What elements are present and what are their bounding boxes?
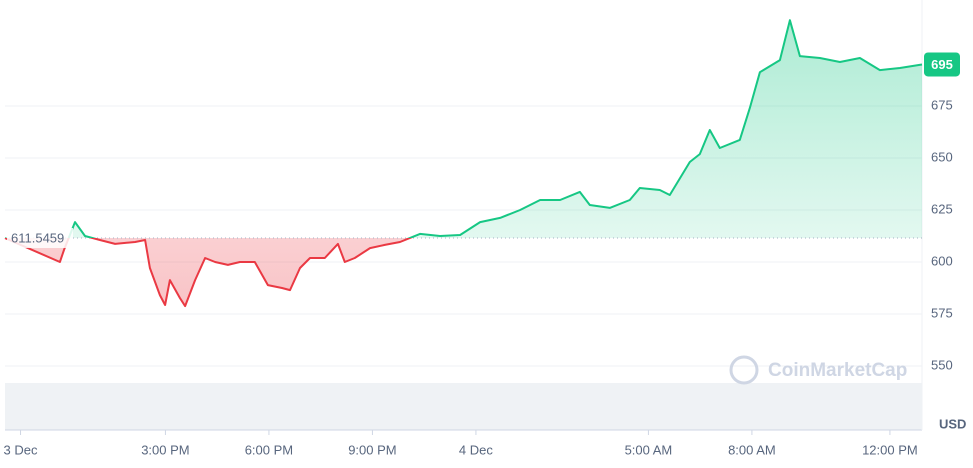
- x-tick-label: 8:00 AM: [728, 442, 776, 457]
- y-unit: USD: [939, 416, 966, 431]
- baseline-label: 611.5459: [11, 230, 64, 245]
- baseline-label-bg: [7, 227, 73, 248]
- volume-area: [5, 383, 922, 430]
- watermark: CoinMarketCap: [729, 355, 907, 385]
- x-tick-label: 4 Dec: [459, 442, 493, 457]
- x-tick-label: 6:00 PM: [245, 442, 293, 457]
- price-line-down: [4, 237, 413, 308]
- x-tick-label: 12:00 PM: [862, 442, 918, 457]
- x-tick-label: 9:00 PM: [348, 442, 396, 457]
- watermark-text: CoinMarketCap: [768, 360, 907, 381]
- x-tick-label: 3 Dec: [4, 442, 38, 457]
- price-badge-text: 695: [931, 57, 953, 72]
- x-tick-label: 3:00 PM: [141, 442, 189, 457]
- y-tick-label: 625: [931, 201, 953, 216]
- y-tick-label: 650: [931, 149, 953, 164]
- y-tick-label: 575: [931, 305, 953, 320]
- area-down: [5, 237, 922, 307]
- x-tick-label: 5:00 AM: [625, 442, 673, 457]
- y-tick-label: 600: [931, 253, 953, 268]
- price-badge: [924, 52, 960, 77]
- price-line-up: [5, 19, 923, 238]
- y-tick-label: 550: [931, 357, 953, 372]
- area-up: [68, 20, 922, 238]
- y-tick-label: 675: [931, 97, 953, 112]
